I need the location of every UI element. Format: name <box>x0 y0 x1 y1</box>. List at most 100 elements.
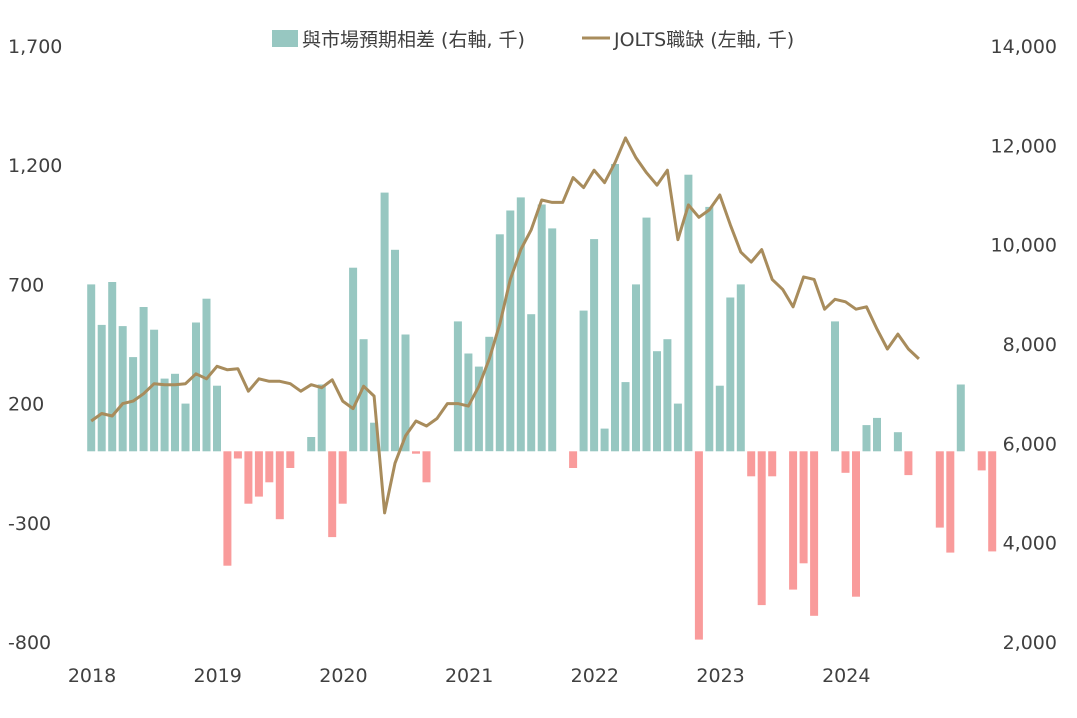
x-tick-label: 2018 <box>68 665 116 687</box>
bar <box>213 385 221 452</box>
bar <box>370 422 379 452</box>
bar <box>412 451 420 454</box>
bar <box>736 284 745 452</box>
bar <box>904 451 913 476</box>
left-tick-label: 1,200 <box>8 155 62 177</box>
bar <box>632 284 640 452</box>
left-axis: 1,700 1,200 700 200 -300 -800 <box>8 36 62 654</box>
bar <box>422 451 431 483</box>
x-tick-label: 2023 <box>696 665 744 687</box>
bar <box>453 321 462 452</box>
bar <box>747 451 756 477</box>
bar <box>160 378 169 452</box>
bar <box>485 336 494 452</box>
left-tick-label: -800 <box>8 632 51 654</box>
bar <box>956 384 965 452</box>
right-tick-label: 14,000 <box>991 36 1057 58</box>
right-tick-label: 12,000 <box>991 135 1057 157</box>
bar <box>810 451 819 616</box>
bar <box>265 451 274 483</box>
right-tick-label: 4,000 <box>1003 533 1057 555</box>
bar <box>611 164 619 452</box>
bar <box>464 353 473 452</box>
bar <box>715 385 724 452</box>
bar <box>401 334 410 452</box>
bar <box>946 451 955 553</box>
bar <box>307 437 316 452</box>
bar <box>642 217 651 452</box>
legend: 與市場預期相差 (右軸, 千) JOLTS職缺 (左軸, 千) <box>272 29 794 51</box>
bar <box>223 451 232 566</box>
bar <box>139 307 148 452</box>
bar <box>349 267 358 452</box>
bar <box>97 324 106 452</box>
bar <box>873 417 881 452</box>
bar <box>977 451 986 471</box>
bar <box>579 310 588 452</box>
bar <box>254 451 263 497</box>
bar <box>474 366 483 452</box>
bar <box>359 339 368 452</box>
bar <box>391 249 399 452</box>
bar <box>684 174 693 452</box>
legend-bar-label: 與市場預期相差 (右軸, 千) <box>302 29 525 51</box>
bar <box>192 322 200 452</box>
legend-bar-swatch <box>272 30 298 47</box>
bar <box>988 451 997 552</box>
bar <box>935 451 944 528</box>
bar <box>673 403 682 452</box>
bar <box>495 234 504 452</box>
left-tick-label: -300 <box>8 513 51 535</box>
bar <box>621 382 630 452</box>
line-series <box>90 136 920 515</box>
x-tick-label: 2024 <box>822 665 870 687</box>
left-tick-label: 200 <box>8 394 44 416</box>
bar <box>118 326 127 452</box>
bar <box>694 451 703 640</box>
bar <box>233 451 242 459</box>
bar <box>893 432 902 452</box>
x-tick-label: 2019 <box>194 665 242 687</box>
bar <box>663 339 672 452</box>
bar <box>275 451 284 520</box>
right-tick-label: 6,000 <box>1003 433 1057 455</box>
bar <box>87 284 96 452</box>
x-tick-label: 2021 <box>445 665 493 687</box>
bar <box>527 314 536 452</box>
bar <box>537 204 546 452</box>
right-tick-label: 2,000 <box>1003 632 1057 654</box>
right-axis: 14,000 12,000 10,000 8,000 6,000 4,000 2,000 <box>991 36 1057 654</box>
bar <box>590 239 599 452</box>
bar <box>831 321 839 452</box>
bar-series <box>87 164 997 640</box>
x-tick-label: 2022 <box>571 665 619 687</box>
bar <box>129 357 138 452</box>
legend-line-label: JOLTS職缺 (左軸, 千) <box>613 29 794 51</box>
bar <box>516 197 525 452</box>
bar <box>181 403 190 452</box>
left-tick-label: 700 <box>8 274 44 296</box>
bar <box>789 451 798 590</box>
bar <box>862 425 871 452</box>
bar <box>150 329 159 452</box>
bar <box>506 210 515 452</box>
left-tick-label: 1,700 <box>8 36 62 58</box>
bar <box>799 451 808 564</box>
bar <box>726 297 735 452</box>
right-tick-label: 10,000 <box>991 235 1057 257</box>
x-tick-label: 2020 <box>319 665 367 687</box>
bar <box>244 451 253 504</box>
bar <box>852 451 860 597</box>
line-path <box>90 136 920 515</box>
bar <box>380 192 389 452</box>
bar <box>548 228 557 452</box>
bar <box>317 384 326 452</box>
bar <box>705 206 714 452</box>
bar <box>171 373 179 452</box>
bar <box>569 451 578 468</box>
right-tick-label: 8,000 <box>1003 334 1057 356</box>
bar <box>653 351 661 452</box>
bar <box>841 451 850 473</box>
bar <box>328 451 337 538</box>
